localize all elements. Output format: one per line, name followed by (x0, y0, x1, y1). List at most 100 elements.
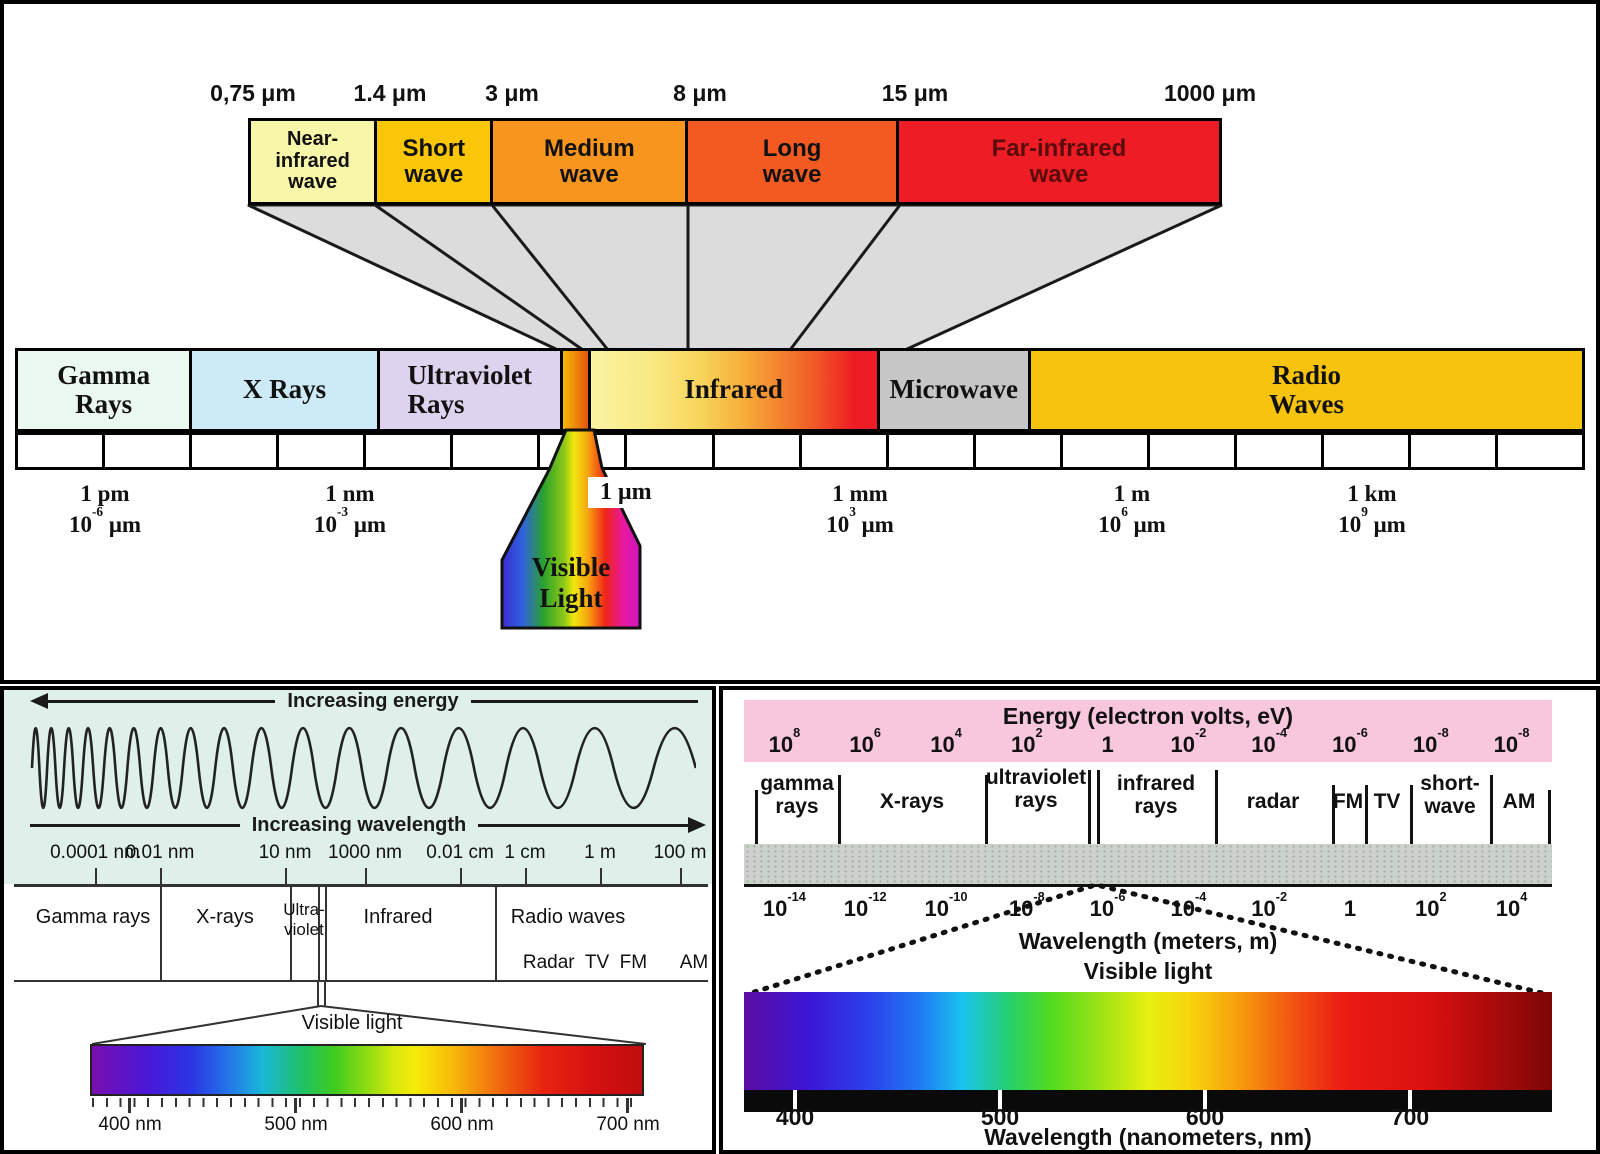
br-nm-axis (744, 1090, 1552, 1112)
br-wavelength-row: 10-14 10-12 10-10 10-8 10-6 10-4 10-2 1 … (744, 888, 1552, 922)
bl-tick-700nm: 700 nm (596, 1114, 660, 1135)
increasing-energy-label: Increasing energy (287, 689, 459, 712)
ir-tick-1.4um: 1.4 μm (353, 80, 427, 106)
wavelength-value: 104 (1495, 888, 1528, 921)
scale-1km: 1 km 109 μm (1338, 481, 1406, 538)
bl-nm-minor-ticks (92, 1098, 642, 1108)
br-band-gamma: gamma rays (760, 772, 834, 819)
br-band-infrared: infrared rays (1116, 772, 1196, 819)
br-tick-400: 400 (775, 1104, 815, 1130)
br-band-fm: FM (1332, 790, 1364, 813)
br-gray-bar-baseline (744, 884, 1552, 887)
increasing-wavelength-arrow: Increasing wavelength (30, 813, 707, 836)
energy-header: Energy (electron volts, eV) 108 106 104 … (744, 700, 1552, 762)
energy-value: 10-6 (1332, 724, 1368, 757)
ir-tick-3um: 3 μm (485, 80, 539, 106)
bl-band-ultraviolet: Ultra-violet (283, 900, 325, 939)
band-microwave: Microwave (879, 351, 1031, 429)
increasing-energy-arrow: Increasing energy (30, 689, 698, 712)
ir-tick-8um: 8 μm (673, 80, 727, 106)
energy-value: 10-4 (1251, 724, 1288, 757)
bl-scale-0: 0.0001 nm (50, 842, 140, 863)
band-gamma-rays: Gamma Rays (18, 351, 193, 429)
mint-background (4, 690, 712, 884)
br-band-ultraviolet: ultraviolet rays (985, 766, 1087, 813)
br-tick-700: 700 (1390, 1104, 1430, 1130)
em-wave (30, 726, 696, 810)
energy-value: 106 (849, 724, 881, 757)
bl-visible-light-label: Visible light (301, 1012, 403, 1034)
energy-value: 102 (1011, 724, 1043, 757)
bl-band-am: AM (679, 952, 709, 973)
ir-tick-15um: 15 μm (881, 80, 949, 106)
band-visible-sliver (562, 351, 591, 429)
br-band-xrays: X-rays (879, 790, 945, 813)
wavelength-ruler (15, 432, 1585, 470)
visible-light-label: Visible Light (531, 552, 611, 614)
bl-tick-400nm: 400 nm (98, 1114, 162, 1135)
energy-value: 10-8 (1412, 724, 1449, 757)
left-arrowhead-icon (30, 693, 48, 709)
bl-tick-600nm: 600 nm (430, 1114, 494, 1135)
increasing-wavelength-label: Increasing wavelength (251, 813, 467, 836)
bl-bottom-line (14, 980, 708, 982)
band-medium-wave: Medium wave (493, 121, 689, 202)
wavelength-value: 10-12 (843, 888, 887, 921)
br-wavelength-label: Wavelength (meters, m) (1018, 928, 1278, 954)
bl-scale-3: 1000 nm (328, 842, 402, 863)
wavelength-value: 102 (1414, 888, 1447, 921)
scale-1um-label: 1 μm (588, 477, 664, 508)
br-band-shortwave: short-wave (1420, 772, 1480, 819)
bl-band-infrared: Infrared (363, 906, 433, 928)
wavelength-value: 10-10 (924, 888, 968, 921)
br-visible-light-label: Visible light (1083, 958, 1213, 984)
wavelength-value: 10-2 (1251, 888, 1288, 921)
ir-tick-1000um: 1000 μm (1163, 80, 1257, 106)
bl-scale-1: 0.01 nm (125, 842, 195, 863)
scale-1nm: 1 nm 10-3 μm (313, 481, 387, 538)
wavelength-value: 1 (1343, 896, 1357, 921)
energy-values-row: 108 106 104 102 1 10-2 10-4 10-6 10-8 10… (744, 724, 1552, 758)
band-ultraviolet: Ultraviolet Rays (379, 351, 563, 429)
main-spectrum-bar: Gamma Rays X Rays Ultraviolet Rays Infrare… (15, 348, 1585, 432)
wavelength-value: 10-14 (762, 888, 806, 921)
band-short-wave: Short wave (377, 121, 494, 202)
infrared-zoom-fan (247, 203, 1223, 352)
br-band-tv: TV (1373, 790, 1401, 813)
bl-ruler-line (14, 884, 708, 887)
ir-tick-0.75um: 0,75 μm (210, 80, 296, 106)
scale-1pm: 1 pm 10-6 μm (68, 481, 142, 538)
bl-scale-7: 100 m (653, 842, 707, 863)
infrared-detail-bar: Near-infrared wave Short wave Medium wave L… (248, 118, 1222, 205)
wavelength-value: 10-4 (1170, 888, 1207, 921)
bl-tick-500nm: 500 nm (264, 1114, 328, 1135)
bl-scale-5: 1 cm (504, 842, 546, 863)
br-tick-500: 500 (980, 1104, 1020, 1130)
br-tick-600: 600 (1185, 1104, 1225, 1130)
br-band-radar: radar (1246, 790, 1300, 813)
band-infrared: Infrared (590, 351, 880, 429)
br-visible-spectrum-bar (744, 992, 1552, 1092)
energy-value: 10-8 (1493, 724, 1530, 757)
band-far-infrared: Far-infrared wave (898, 121, 1219, 202)
bl-visible-pullout-lines (91, 980, 647, 1045)
right-arrowhead-icon (688, 817, 707, 833)
energy-value: 104 (930, 724, 962, 757)
scale-1mm: 1 mm 103 μm (826, 481, 894, 538)
bl-band-radio: Radio waves (510, 906, 626, 928)
bl-scale-6: 1 m (584, 842, 616, 863)
bl-scale-4: 0.01 cm (426, 842, 494, 863)
wavelength-value: 10-6 (1089, 888, 1126, 921)
bl-band-xrays: X-rays (196, 906, 254, 928)
scale-1m: 1 m 106 μm (1098, 481, 1166, 538)
band-x-rays: X Rays (192, 351, 380, 429)
br-nm-label: Wavelength (nanometers, nm) (984, 1124, 1312, 1150)
bl-scale-2: 10 nm (258, 842, 312, 863)
br-dotted-pullout-lines (745, 883, 1549, 997)
band-radio-waves: Radio Waves (1030, 351, 1582, 429)
energy-value: 1 (1101, 732, 1114, 757)
bl-band-radar-tv-fm: Radar TV FM (522, 952, 648, 973)
wavelength-value: 10-8 (1008, 888, 1045, 921)
br-band-am: AM (1502, 790, 1536, 813)
